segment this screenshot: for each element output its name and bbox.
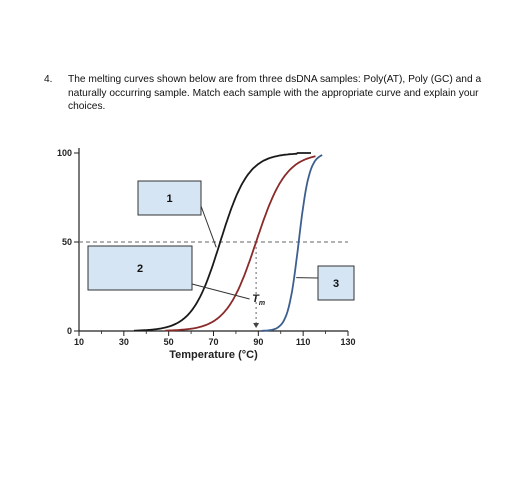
box-2-pointer: [191, 283, 250, 300]
question-number: 4.: [44, 74, 53, 85]
y-tick-label: 0: [67, 326, 72, 336]
answer-box-label-1: 1: [166, 193, 172, 205]
chart-axes: 10 30 50 70 90 110 130 0 50 100: [57, 148, 356, 347]
answer-box-1: [137, 180, 202, 216]
x-tick-label: 10: [74, 337, 84, 347]
threshold-layer: [79, 241, 348, 328]
x-tick-label: 130: [340, 337, 355, 347]
x-tick-label: 90: [253, 337, 263, 347]
melting-curve-3: [261, 154, 323, 332]
x-tick-label: 70: [208, 337, 218, 347]
answer-box-label-2: 2: [137, 263, 143, 275]
x-tick-label: 30: [119, 337, 129, 347]
x-axis-title: Temperature (°C): [169, 349, 258, 361]
tm-arrow: [253, 323, 260, 328]
x-tick-label: 50: [164, 337, 174, 347]
answer-box-3: [317, 265, 355, 301]
answer-box-label-3: 3: [333, 278, 339, 290]
tm-label: Tm: [252, 293, 265, 307]
y-tick-label: 100: [57, 148, 72, 158]
question-text: The melting curves shown below are from …: [68, 74, 482, 113]
melting-curve-2: [165, 155, 316, 332]
x-tick-label: 110: [296, 337, 311, 347]
box-1-pointer: [200, 205, 217, 248]
tm-subscript: m: [259, 300, 265, 307]
answer-boxes: 1 2 3: [87, 180, 355, 301]
series-layer: [133, 152, 323, 332]
y-tick-label: 50: [62, 237, 72, 247]
answer-box-2: [87, 245, 193, 291]
melting-curve-1: [133, 152, 311, 332]
